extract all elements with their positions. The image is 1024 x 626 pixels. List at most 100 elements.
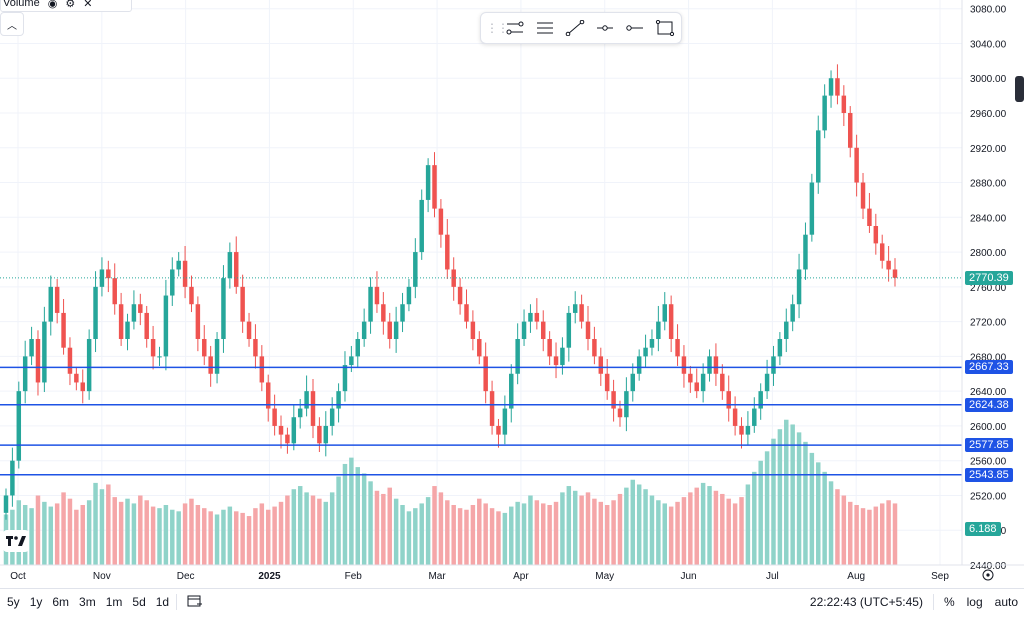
- candle-body: [579, 304, 584, 322]
- candle-body: [355, 339, 361, 357]
- candle-body: [265, 382, 271, 409]
- candle-body: [157, 356, 162, 358]
- volume-bar: [368, 481, 373, 565]
- volume-bar: [278, 501, 284, 565]
- price-tick: 2520.00: [970, 491, 1007, 502]
- volume-bar: [585, 492, 591, 565]
- candle-body: [803, 234, 808, 270]
- candle-body: [470, 321, 476, 339]
- candle-body: [393, 321, 399, 339]
- time-tick: May: [595, 571, 614, 582]
- candle-body: [777, 339, 783, 357]
- volume-bar: [381, 493, 386, 565]
- rectangle-icon[interactable]: [650, 15, 680, 41]
- volume-bar: [656, 500, 661, 565]
- volume-bar: [515, 501, 520, 565]
- candle-body: [707, 356, 712, 374]
- volume-bar: [777, 429, 783, 565]
- volume-bar: [675, 501, 680, 565]
- volume-bar: [419, 503, 424, 565]
- price-chart[interactable]: 3080.00 3040.00 3000.00 2960.00 2920.00 2880.…: [0, 0, 1024, 588]
- volume-bar: [886, 500, 891, 565]
- time-tick: Mar: [428, 571, 446, 582]
- candle-body: [368, 286, 373, 322]
- horizontal-lines-icon[interactable]: [530, 15, 560, 41]
- range-1m[interactable]: 1m: [105, 595, 123, 609]
- volume-bar: [48, 506, 54, 565]
- ray-icon[interactable]: [620, 15, 650, 41]
- volume-bar: [707, 486, 712, 565]
- volume-bar: [873, 506, 879, 565]
- volume-bar: [566, 486, 572, 565]
- range-5y[interactable]: 5y: [7, 595, 20, 609]
- price-scale-handle[interactable]: [1015, 76, 1024, 102]
- tradingview-logo[interactable]: [3, 530, 29, 552]
- volume-bar: [828, 481, 834, 565]
- candle-body: [317, 425, 322, 444]
- percent-toggle[interactable]: %: [943, 595, 955, 609]
- volume-bar: [61, 492, 66, 565]
- close-icon[interactable]: ✕: [83, 0, 93, 10]
- candle-body: [700, 373, 706, 392]
- volume-bar: [304, 492, 309, 565]
- candle-body: [48, 286, 54, 322]
- candle-body: [432, 165, 437, 209]
- candle-body: [886, 260, 891, 270]
- candle-body: [329, 408, 335, 426]
- candle-body: [285, 434, 290, 444]
- volume-bar: [86, 500, 92, 565]
- volume-bar: [265, 509, 271, 565]
- range-1d[interactable]: 1d: [155, 595, 170, 609]
- date-range-icon[interactable]: [187, 594, 203, 611]
- volume-bar: [42, 501, 47, 565]
- indicator-legend[interactable]: Volume ◉ ⚙ ✕: [0, 0, 132, 12]
- volume-bar: [445, 500, 450, 565]
- eye-icon[interactable]: ◉: [47, 0, 58, 10]
- log-toggle[interactable]: log: [966, 595, 983, 609]
- candle-body: [310, 391, 316, 426]
- candle-body: [553, 356, 559, 366]
- candle-body: [489, 391, 495, 426]
- range-3m[interactable]: 3m: [79, 595, 96, 609]
- candle-body: [86, 339, 92, 392]
- price-tick: 2920.00: [970, 144, 1007, 155]
- volume-bar: [470, 505, 476, 565]
- drawing-toolbar[interactable]: ⋮⋮: [480, 12, 682, 44]
- candle-body: [720, 373, 725, 392]
- volume-bar: [841, 495, 847, 565]
- range-1y[interactable]: 1y: [29, 595, 43, 609]
- price-tick: 2680.00: [970, 352, 1007, 363]
- candle-body: [662, 304, 667, 322]
- level-badge: 2543.85: [965, 467, 1013, 482]
- settings-icon[interactable]: ⚙: [65, 0, 76, 10]
- auto-toggle[interactable]: auto: [994, 595, 1018, 609]
- drag-handle-icon[interactable]: ⋮⋮: [486, 21, 509, 35]
- time-tick: Jun: [680, 571, 696, 582]
- collapse-legend-button[interactable]: ︿: [0, 12, 24, 36]
- volume-bar: [342, 463, 348, 565]
- candle-body: [445, 234, 450, 270]
- volume-bar: [29, 508, 34, 565]
- candle-body: [681, 356, 687, 374]
- time-axis[interactable]: Oct Nov Dec 2025 Feb Mar Apr May Jun Jul Aug Sep: [0, 564, 1024, 582]
- parallel-channel-icon[interactable]: [500, 15, 530, 41]
- candle-body: [323, 425, 329, 444]
- candle-body: [502, 408, 508, 435]
- price-tick: 2560.00: [970, 457, 1007, 468]
- candle-body: [771, 356, 776, 374]
- trend-line-icon[interactable]: [560, 15, 590, 41]
- time-tick: Apr: [513, 571, 529, 582]
- volume-bar: [668, 506, 674, 565]
- candle-body: [163, 295, 169, 357]
- candle-body: [381, 304, 386, 322]
- horizontal-ray-icon[interactable]: [590, 15, 620, 41]
- volume-bar: [489, 508, 495, 565]
- range-6m[interactable]: 6m: [52, 595, 70, 609]
- clock-time[interactable]: 22:22:43 (UTC+5:45): [809, 595, 923, 609]
- axis-settings-icon[interactable]: [982, 569, 994, 581]
- volume-bar: [106, 484, 111, 565]
- volume-bar: [323, 501, 329, 565]
- range-5d[interactable]: 5d: [132, 595, 146, 609]
- volume-bar: [336, 476, 341, 565]
- volume-bar: [189, 498, 194, 565]
